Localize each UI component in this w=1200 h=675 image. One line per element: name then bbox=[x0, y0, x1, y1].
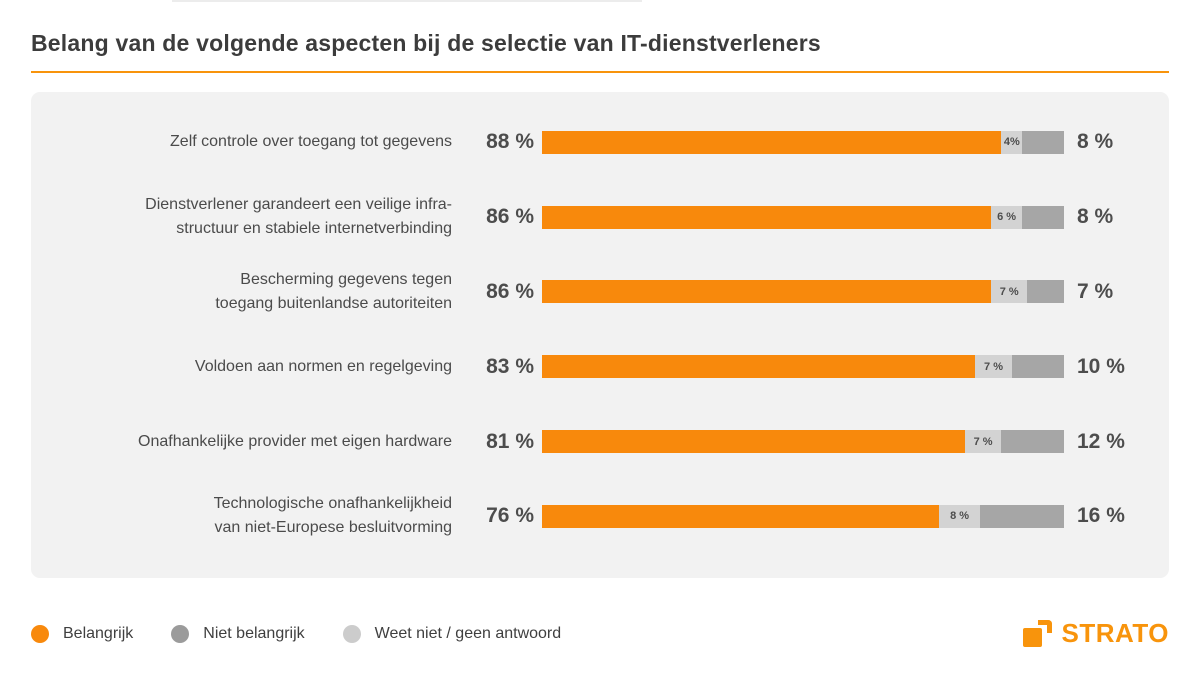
bar-segment-niet-belangrijk bbox=[1022, 205, 1064, 229]
strato-logo-text: STRATO bbox=[1061, 617, 1169, 648]
bar-track: 7 % bbox=[542, 355, 1064, 379]
bar-segment-weet-niet: 7 % bbox=[990, 280, 1028, 304]
bar-segment-weet-niet-label: 4% bbox=[1003, 136, 1020, 149]
bar-track: 7 % bbox=[542, 430, 1064, 454]
strato-logo: STRATO bbox=[1022, 615, 1169, 651]
row-category-label: Bescherming gegevens tegen toegang buite… bbox=[215, 270, 452, 312]
strato-logo-corner bbox=[1037, 619, 1052, 633]
row-value-niet-belangrijk: 10 % bbox=[1077, 354, 1125, 378]
legend-label: Weet niet / geen antwoord bbox=[374, 625, 562, 642]
legend-label: Belangrijk bbox=[63, 625, 134, 642]
bar-segment-weet-niet-label: 7 % bbox=[973, 435, 993, 448]
bar-segment-belangrijk bbox=[542, 355, 976, 379]
bar-segment-weet-niet: 4% bbox=[1001, 130, 1023, 154]
row-value-niet-belangrijk: 16 % bbox=[1077, 504, 1125, 528]
strato-logo-square bbox=[1022, 627, 1042, 647]
bar-segment-weet-niet-label: 8 % bbox=[950, 510, 970, 523]
bar-segment-weet-niet: 7 % bbox=[975, 355, 1012, 379]
title-underline bbox=[31, 71, 1169, 73]
bar-segment-belangrijk bbox=[542, 130, 1002, 154]
row-value-niet-belangrijk: 8 % bbox=[1077, 130, 1114, 154]
row-category-label: Voldoen aan normen en regelgeving bbox=[194, 357, 452, 375]
bar-segment-weet-niet: 8 % bbox=[938, 504, 981, 528]
row-value-niet-belangrijk: 7 % bbox=[1077, 279, 1114, 303]
bar-segment-weet-niet-label: 7 % bbox=[999, 285, 1019, 298]
legend-dot-niet-belangrijk-icon bbox=[171, 625, 190, 643]
row-value-niet-belangrijk: 12 % bbox=[1077, 429, 1125, 453]
row-category-label: Onafhankelijke provider met eigen hardwa… bbox=[138, 432, 452, 450]
legend-item-weet-niet: Weet niet / geen antwoord bbox=[342, 625, 562, 643]
row-value-belangrijk: 86 % bbox=[486, 279, 534, 303]
chart-row: Technologische onafhankelijkheid van nie… bbox=[31, 479, 1169, 554]
chart-row: Dienstverlener garandeert een veilige in… bbox=[31, 180, 1169, 255]
bar-segment-belangrijk bbox=[542, 280, 991, 304]
chart-row: Onafhankelijke provider met eigen hardwa… bbox=[31, 404, 1169, 479]
legend-dot-weet-niet-icon bbox=[342, 625, 361, 643]
bar-segment-belangrijk bbox=[542, 504, 939, 528]
row-value-belangrijk: 86 % bbox=[486, 205, 534, 229]
chart-row: Voldoen aan normen en regelgeving 83 % 7… bbox=[31, 329, 1169, 404]
row-category-label: Dienstverlener garandeert een veilige in… bbox=[145, 196, 452, 238]
bar-segment-weet-niet-label: 7 % bbox=[984, 360, 1003, 373]
bar-segment-niet-belangrijk bbox=[1027, 280, 1064, 304]
strato-logo-icon bbox=[1022, 619, 1053, 647]
row-value-belangrijk: 81 % bbox=[486, 429, 534, 453]
bar-segment-niet-belangrijk bbox=[1022, 130, 1064, 154]
bar-track: 6 % bbox=[542, 205, 1064, 229]
row-category-label: Zelf controle over toegang tot gegevens bbox=[170, 133, 452, 151]
bar-track: 7 % bbox=[542, 280, 1064, 304]
bar-segment-niet-belangrijk bbox=[1011, 355, 1064, 379]
row-category-label: Technologische onafhankelijkheid van nie… bbox=[213, 495, 452, 537]
bar-segment-weet-niet: 7 % bbox=[964, 430, 1002, 454]
chart-card: Zelf controle over toegang tot gegevens … bbox=[31, 92, 1169, 578]
top-edge-artifact bbox=[172, 0, 642, 2]
row-value-belangrijk: 76 % bbox=[486, 504, 534, 528]
chart-legend: Belangrijk Niet belangrijk Weet niet / g… bbox=[31, 618, 561, 650]
legend-dot-belangrijk-icon bbox=[31, 625, 49, 643]
bar-segment-niet-belangrijk bbox=[1001, 430, 1064, 454]
bar-segment-belangrijk bbox=[542, 205, 991, 229]
legend-label: Niet belangrijk bbox=[203, 625, 305, 642]
bar-segment-belangrijk bbox=[542, 430, 965, 454]
legend-item-belangrijk: Belangrijk bbox=[31, 625, 133, 643]
bar-segment-weet-niet-label: 6 % bbox=[997, 211, 1017, 224]
page-title: Belang van de volgende aspecten bij de s… bbox=[31, 30, 821, 56]
bar-segment-niet-belangrijk bbox=[980, 504, 1064, 528]
bar-track: 4% bbox=[542, 130, 1064, 154]
chart-row: Zelf controle over toegang tot gegevens … bbox=[31, 105, 1169, 180]
chart-row: Bescherming gegevens tegen toegang buite… bbox=[31, 255, 1169, 330]
bar-segment-weet-niet: 6 % bbox=[990, 205, 1023, 229]
legend-item-niet-belangrijk: Niet belangrijk bbox=[171, 625, 305, 643]
row-value-niet-belangrijk: 8 % bbox=[1077, 205, 1114, 229]
row-value-belangrijk: 88 % bbox=[486, 130, 534, 154]
row-value-belangrijk: 83 % bbox=[486, 354, 534, 378]
bar-track: 8 % bbox=[542, 504, 1064, 528]
